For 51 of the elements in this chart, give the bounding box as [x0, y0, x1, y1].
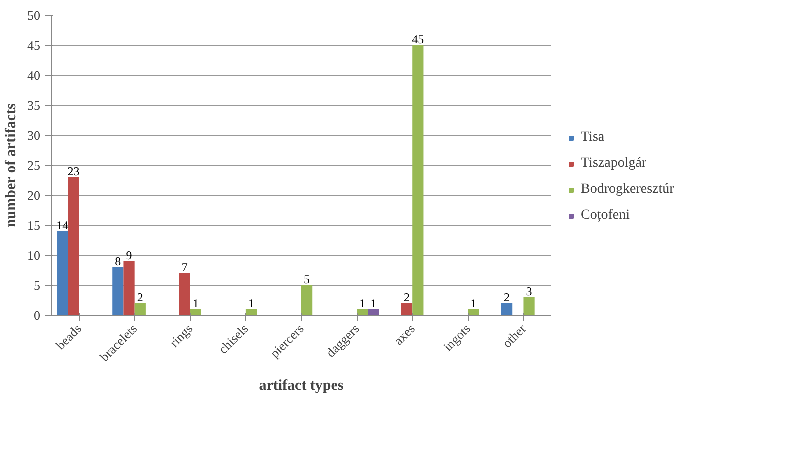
y-tick-label: 50	[28, 8, 40, 23]
data-label: 2	[404, 290, 410, 304]
legend-label: Coțofeni	[581, 208, 630, 224]
bar	[402, 304, 413, 316]
bar	[468, 310, 480, 316]
data-label: 2	[137, 290, 144, 304]
legend-label: Tisa	[581, 130, 605, 146]
data-label: 2	[504, 290, 510, 304]
legend-label: Tiszapolgár	[581, 156, 647, 172]
data-label: 23	[68, 164, 80, 178]
y-tick-label: 20	[28, 188, 40, 203]
bar	[502, 304, 513, 316]
y-tick-label: 15	[28, 218, 40, 233]
y-tick-label: 45	[28, 38, 40, 53]
data-label: 9	[126, 248, 132, 262]
data-label: 45	[412, 32, 424, 46]
bar	[302, 286, 313, 316]
x-axis-title: artifact types	[259, 378, 344, 394]
y-tick-label: 0	[34, 308, 40, 323]
y-axis-title: number of artifacts	[4, 104, 20, 228]
x-tick-label: axes	[390, 321, 418, 348]
legend-label: Bodrogkeresztúr	[581, 182, 674, 198]
bar	[179, 274, 190, 316]
x-tick-label: rings	[166, 321, 196, 350]
data-label: 5	[304, 272, 310, 286]
data-label: 1	[370, 296, 377, 310]
y-tick-label: 10	[28, 248, 40, 263]
data-label: 14	[56, 218, 69, 232]
data-label: 8	[115, 254, 122, 268]
data-label: 7	[182, 260, 188, 274]
bar	[412, 46, 424, 316]
bar	[134, 304, 146, 316]
bar	[246, 310, 258, 316]
x-tick-label: other	[500, 320, 530, 351]
bar	[68, 178, 80, 316]
data-label: 3	[526, 284, 532, 298]
bar	[112, 268, 124, 316]
bar	[57, 232, 68, 316]
data-label: 1	[360, 296, 366, 310]
y-tick-label: 35	[28, 98, 40, 113]
data-label: 1	[248, 296, 254, 310]
y-tick-label: 40	[28, 68, 40, 83]
y-tick-label: 30	[28, 128, 40, 143]
bar	[190, 310, 202, 316]
bar	[368, 310, 380, 316]
y-tick-label: 5	[34, 278, 40, 293]
data-label: 1	[470, 296, 477, 310]
data-label: 1	[192, 296, 199, 310]
bar	[124, 262, 135, 316]
bar	[524, 298, 535, 316]
y-tick-label: 25	[28, 158, 40, 173]
